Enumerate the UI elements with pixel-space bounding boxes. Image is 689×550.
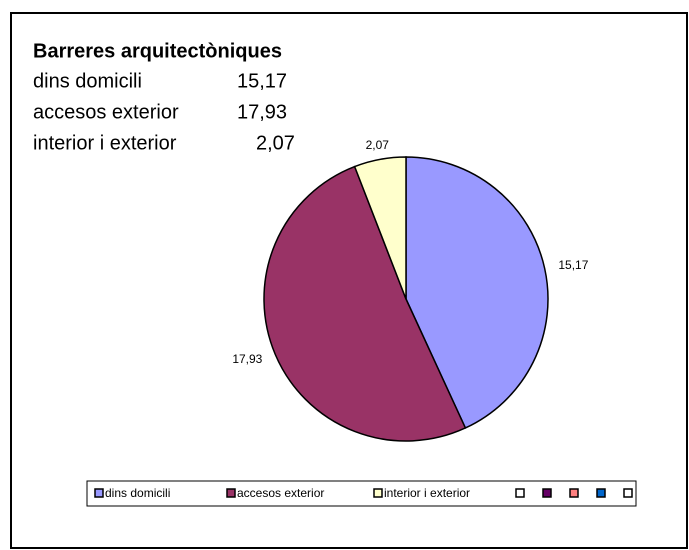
summary-label: dins domicili [33,70,142,92]
legend-label: dins domicili [105,486,170,500]
legend-label: interior i exterior [384,486,470,500]
pie-slice [405,156,549,429]
legend-swatch [623,488,633,498]
legend-swatch [515,488,525,498]
legend-swatch [226,488,236,498]
summary-value: 15,17 [237,70,287,92]
summary-value: 17,93 [237,101,287,123]
legend-swatch [542,488,552,498]
summary-label: accesos exterior [33,101,179,123]
data-label: 2,07 [366,138,390,152]
data-label: 15,17 [558,258,588,272]
legend-swatch [373,488,383,498]
legend-swatch [94,488,104,498]
pie-slice [353,156,407,300]
legend-swatch [569,488,579,498]
legend-swatch [596,488,606,498]
summary-label: interior i exterior [33,132,177,154]
chart-title: Barreres arquitectòniques [33,40,282,62]
legend-label: accesos exterior [237,486,324,500]
legend-empty-swatches [515,488,633,498]
summary-value: 2,07 [256,132,295,154]
pie-slice [263,165,467,442]
data-label: 17,93 [232,352,262,366]
